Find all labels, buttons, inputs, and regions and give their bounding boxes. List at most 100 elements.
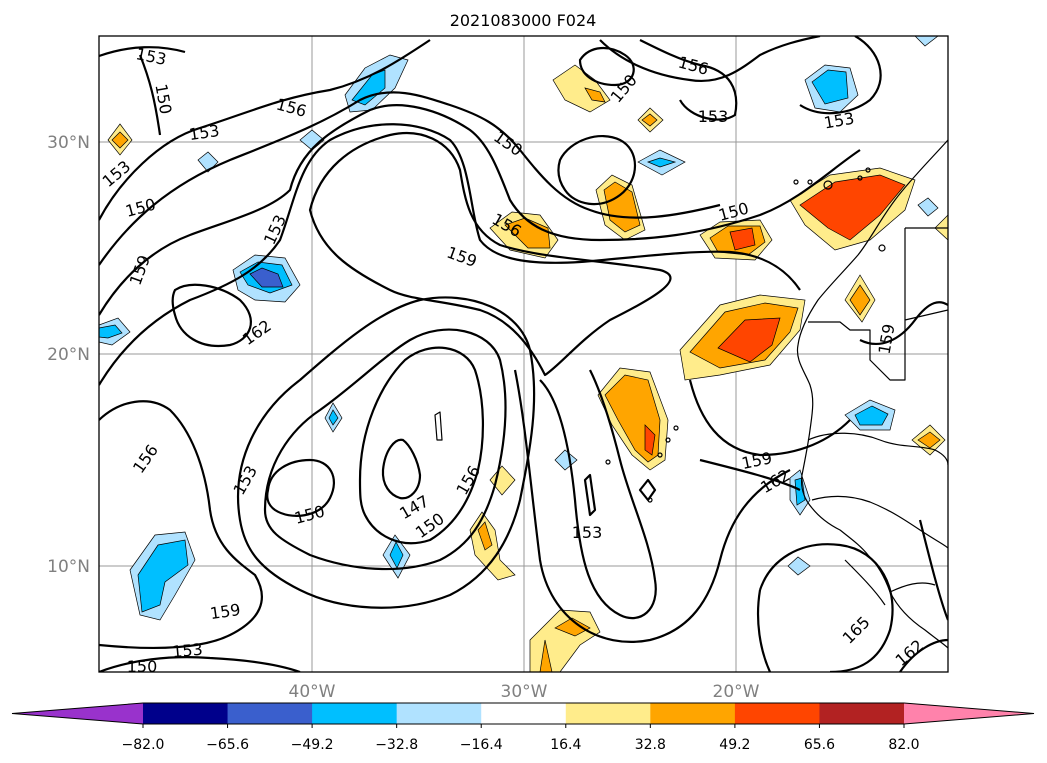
warm-patch-capeverde-center bbox=[644, 424, 656, 456]
positive-anomaly-fills bbox=[107, 64, 948, 672]
colorbar-tick-label: 65.6 bbox=[804, 737, 835, 753]
warm-patch-mauritania-center bbox=[717, 317, 781, 363]
coastlines bbox=[434, 139, 948, 649]
contour-label: 153 bbox=[698, 107, 729, 126]
lon-label-30w: 30°W bbox=[501, 682, 548, 702]
coast-africa bbox=[796, 139, 948, 649]
colorbar-bin bbox=[734, 703, 820, 724]
colorbar-bin bbox=[819, 703, 905, 724]
lon-label-40w: 40°W bbox=[289, 682, 336, 702]
colorbar-tick-label: −49.2 bbox=[291, 737, 334, 753]
contour-mid-156 bbox=[513, 369, 791, 643]
cold-patch-small-8 bbox=[917, 197, 939, 217]
island-cv-2 bbox=[665, 437, 671, 443]
cold-patch-small-6 bbox=[787, 556, 811, 576]
cold-patch-small-5 bbox=[554, 449, 578, 471]
warm-patch-top-2-core bbox=[641, 113, 658, 127]
colorbar-extend-max bbox=[904, 703, 1034, 724]
contour-west-inner bbox=[171, 283, 252, 348]
cold-patch-edge-left-core bbox=[99, 324, 123, 339]
height-contours bbox=[99, 36, 948, 672]
cold-patch-north-core bbox=[351, 69, 386, 106]
island-1 bbox=[823, 180, 833, 190]
lat-label-20n: 20°N bbox=[47, 345, 90, 365]
contour-low-ring-2 bbox=[263, 328, 507, 571]
colorbar-bin bbox=[312, 703, 398, 724]
island-cv-4 bbox=[605, 459, 611, 465]
colorbar-bin bbox=[650, 703, 736, 724]
negative-anomaly-fills bbox=[99, 36, 939, 621]
map-frame bbox=[98, 35, 949, 673]
colorbar-bin bbox=[227, 703, 313, 724]
island-5 bbox=[793, 179, 799, 185]
contour-west-loop bbox=[99, 400, 263, 650]
contour-east-159 bbox=[688, 379, 851, 457]
warm-patch-right-1-core bbox=[849, 284, 871, 316]
coast-border-5 bbox=[844, 559, 936, 606]
colorbar-extend-min bbox=[12, 703, 143, 724]
cold-patch-senegal-core bbox=[794, 477, 806, 506]
contour-ne-150-loop bbox=[578, 47, 635, 87]
contour-right-mid bbox=[859, 301, 948, 345]
contour-156-nw bbox=[99, 91, 721, 266]
contour-150-north bbox=[99, 46, 186, 136]
contour-ne-center-loop bbox=[557, 135, 636, 206]
colorbar-tick-label: −16.4 bbox=[460, 737, 503, 753]
island-cv-3 bbox=[657, 452, 663, 458]
warm-patch-top-1-core bbox=[584, 87, 606, 103]
contour-mid-153 bbox=[539, 369, 657, 620]
lat-label-30n: 30°N bbox=[47, 133, 90, 153]
island-3 bbox=[865, 167, 871, 173]
lon-label-20w: 20°W bbox=[713, 682, 760, 702]
cold-patch-small-3-core bbox=[328, 409, 339, 426]
contour-label: 159 bbox=[209, 600, 242, 623]
contour-label: 150 bbox=[127, 657, 158, 676]
warm-patch-south-1-core bbox=[477, 521, 493, 551]
coast-border-3 bbox=[807, 432, 948, 466]
contour-label: 153 bbox=[572, 523, 603, 542]
colorbar-bin bbox=[396, 703, 482, 724]
island-cv-5 bbox=[647, 497, 653, 503]
colorbar-tick-label: 32.8 bbox=[635, 737, 666, 753]
island-cv-1 bbox=[673, 425, 679, 431]
warm-patch-north-2-core bbox=[504, 217, 551, 249]
contour-east-162 bbox=[699, 458, 801, 491]
contour-165-loop bbox=[756, 543, 894, 672]
colorbar-tick-label: 49.2 bbox=[719, 737, 750, 753]
contour-ellipse-near-coast bbox=[583, 473, 657, 517]
warm-patch-right-2-core bbox=[917, 431, 941, 449]
coast-border-4 bbox=[811, 495, 948, 549]
colorbar-tick-label: −82.0 bbox=[122, 737, 165, 753]
warm-patch-north-1-core bbox=[603, 181, 641, 233]
latitude-labels: 30°N 20°N 10°N bbox=[47, 133, 90, 577]
coast-border-1 bbox=[808, 309, 948, 381]
warm-patch-south-3 bbox=[539, 639, 553, 672]
contour-label: 153 bbox=[188, 121, 221, 144]
colorbar-tick-label: 16.4 bbox=[550, 737, 581, 753]
map-title: 2021083000 F024 bbox=[450, 11, 597, 30]
island-tall bbox=[434, 411, 443, 441]
cold-patch-sw-core bbox=[137, 539, 189, 613]
cold-patch-small-7 bbox=[914, 36, 939, 47]
contour-ne-153 bbox=[639, 36, 882, 121]
longitude-labels: 40°W 30°W 20°W bbox=[289, 682, 760, 702]
colorbar: −82.0 −65.6 −49.2 −32.8 −16.4 16.4 32.8 49.2 65.… bbox=[11, 702, 1035, 753]
contour-south-153 bbox=[99, 656, 301, 672]
warm-patch-left-edge-core bbox=[111, 131, 129, 149]
contour-low-ring-4 bbox=[266, 458, 336, 517]
colorbar-bin bbox=[143, 703, 229, 724]
colorbar-bin bbox=[481, 703, 567, 724]
warm-patch-morocco-center bbox=[729, 227, 756, 251]
cold-patch-small-1 bbox=[299, 129, 325, 151]
contour-low-ring-5 bbox=[381, 438, 422, 500]
contour-low-ring-1 bbox=[236, 296, 536, 609]
colorbar-bin bbox=[565, 703, 651, 724]
colorbar-tick-label: −32.8 bbox=[375, 737, 418, 753]
island-2 bbox=[857, 175, 863, 181]
cold-patch-west-core bbox=[249, 267, 284, 288]
lat-label-10n: 10°N bbox=[47, 557, 90, 577]
cold-patch-ne-core bbox=[811, 69, 849, 105]
cold-patch-small-4-core bbox=[389, 541, 404, 569]
island-6 bbox=[878, 244, 886, 252]
